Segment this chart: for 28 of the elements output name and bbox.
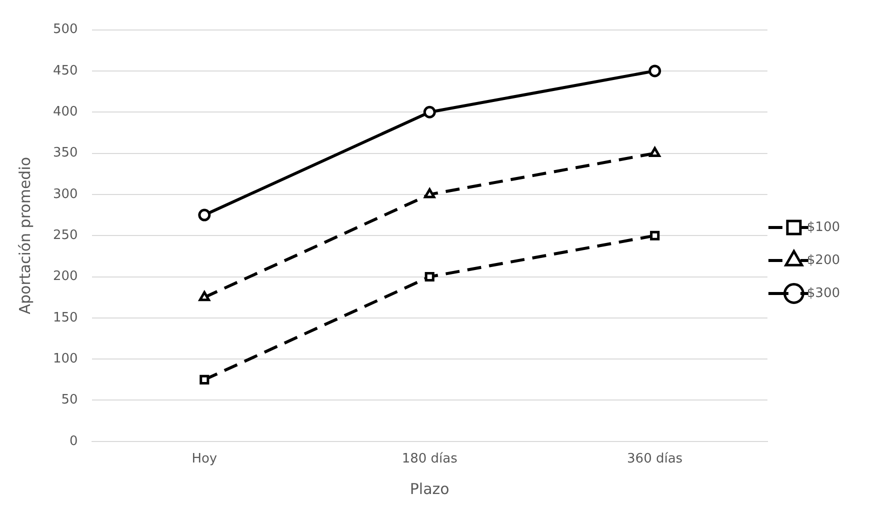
x-tick-label: 180 días [402,452,458,467]
y-axis-title: Aportación promedio [16,156,34,314]
point [198,208,211,222]
point [649,147,660,158]
y-tick-label: 500 [52,22,78,38]
y-tick-label: 350 [52,146,78,161]
y-tick-label: 50 [61,392,78,408]
legend-label: $100 [806,220,840,235]
point [200,374,210,384]
y-tick-label: 250 [52,228,78,243]
x-tick-label: 360 días [627,452,683,467]
x-tick-label: Hoy [192,452,218,467]
y-tick-label: 450 [52,63,78,78]
y-tick-label: 100 [52,351,78,366]
point [424,272,434,282]
y-tick-label: 400 [52,104,78,120]
point [648,64,662,78]
legend-label: $200 [806,252,840,268]
point [650,230,660,240]
y-tick-label: 200 [52,269,78,284]
x-axis-title: Plazo [410,480,450,498]
point [198,291,210,302]
y-tick-label: 0 [70,434,78,449]
y-tick-label: 150 [52,310,78,326]
legend-label: $300 [806,286,840,301]
point [424,188,436,198]
y-tick-label: 300 [52,186,78,202]
point [423,106,436,118]
